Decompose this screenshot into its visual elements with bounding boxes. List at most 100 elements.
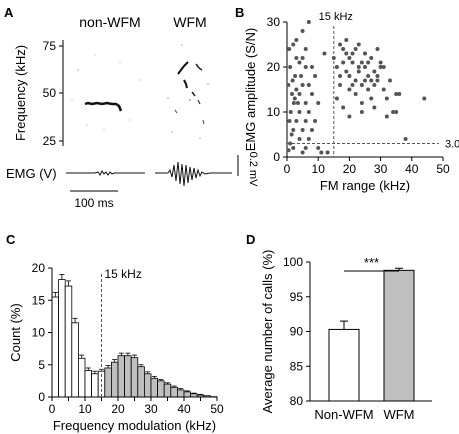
scatter-x-tick-label: 50 (436, 162, 450, 176)
histogram-bar (117, 355, 125, 398)
histogram-x-tick-label: 0 (49, 402, 56, 416)
scatter-point (306, 137, 311, 141)
scatter-ref-x-label: 15 kHz (319, 11, 353, 23)
histogram-bar (170, 386, 178, 398)
scatter-point (347, 87, 352, 92)
histogram-ref-label: 15 kHz (105, 267, 142, 281)
histogram-frequency-modulation: 0 10 20 30 40 50 0 5 10 15 20 15 kHz Frequency modul… (8, 261, 224, 433)
scatter-y-tick-label: 30 (267, 15, 281, 29)
scatter-point (303, 146, 308, 150)
scatter-point (309, 92, 314, 96)
scatter-point (297, 137, 302, 141)
histogram-bar (157, 380, 165, 398)
scatter-point (375, 78, 380, 83)
scatter-point (290, 78, 295, 83)
scatter-point (359, 83, 364, 87)
scatter-point (394, 92, 399, 96)
scatter-y-tick-label: 10 (267, 105, 281, 119)
scatter-point (291, 42, 296, 47)
scatter-point (344, 38, 349, 42)
scatter-point (313, 119, 318, 123)
spectrogram-tick-label: 25 (43, 134, 57, 148)
spectrogram-tick-label: 75 (43, 39, 57, 53)
bar-y-tick-label: 95 (290, 290, 304, 304)
scatter-point (325, 150, 330, 155)
scatter-point (372, 69, 377, 74)
scatter-point (303, 65, 308, 69)
histogram-bar (104, 367, 112, 398)
bar-category-label: Non-WFM (314, 407, 373, 422)
histogram-bar (124, 355, 132, 398)
scatter-point (295, 101, 300, 105)
scatter-point (375, 47, 380, 51)
histogram-y-tick-label: 5 (38, 358, 45, 372)
scatter-point (287, 47, 292, 51)
scatter-x-tick-label: 20 (343, 162, 357, 176)
spectrogram-y-label: Frequency (kHz) (13, 45, 28, 141)
scatter-point (363, 78, 367, 83)
scatter-point (297, 110, 302, 114)
scatter-point (350, 83, 355, 87)
scatter-point (300, 56, 305, 60)
histogram-bar (111, 361, 119, 398)
scatter-point (297, 60, 302, 65)
scatter-point (344, 69, 349, 74)
scatter-point (341, 105, 346, 110)
scatter-point (286, 148, 291, 153)
scatter-point (300, 150, 305, 155)
scatter-point (359, 60, 364, 65)
scatter-point (313, 74, 318, 78)
scatter-point (303, 101, 308, 105)
volt-scale-label: 0.2 mV (247, 152, 259, 188)
wfm-call-trace (167, 44, 209, 139)
scatter-point (334, 96, 339, 101)
scatter-point (363, 51, 367, 56)
scatter-point (422, 96, 427, 101)
bar-chart-average-calls: Non-WFM WFM 80 85 90 95 100 *** Average number o… (260, 250, 432, 422)
histogram-bar (84, 370, 92, 398)
scatter-point (300, 128, 305, 132)
histogram-x-tick-label: 30 (144, 402, 158, 416)
scatter-point (309, 65, 314, 69)
scatter-point (347, 56, 352, 60)
scatter-point (381, 87, 386, 92)
scatter-point (341, 47, 346, 51)
scatter-point (338, 83, 343, 87)
scatter-point (369, 96, 374, 101)
scatter-point (294, 56, 299, 60)
histogram-y-tick-label: 20 (32, 261, 46, 275)
scatter-point (319, 150, 324, 155)
histogram-y-tick-label: 15 (32, 293, 46, 307)
scatter-point (306, 83, 311, 87)
scatter-point (286, 83, 291, 87)
scatter-y-tick-label: 20 (267, 60, 281, 74)
histogram-bar (163, 383, 172, 398)
spectrogram-tick-label: 50 (43, 86, 57, 100)
scatter-point (347, 74, 352, 78)
bar-y-tick-label: 85 (290, 359, 304, 373)
histogram-y-label: Count (%) (8, 303, 23, 362)
histogram-bar (150, 377, 158, 398)
histogram-bar (143, 373, 152, 398)
histogram-bar (78, 357, 86, 398)
scatter-point (316, 101, 321, 105)
scatter-x-tick-label: 30 (374, 162, 388, 176)
panel-b: B 0 10 20 30 40 50 0 10 20 30 15 kHz 3.0 FM range (k… (235, 5, 459, 193)
scatter-y-label: EMG amplitude (S/N) (243, 28, 258, 152)
histogram-bar (64, 285, 73, 398)
scatter-point (391, 110, 396, 114)
scatter-chart-fm-range: 0 10 20 30 40 50 0 10 20 30 15 kHz 3.0 FM range (kHz… (243, 11, 459, 193)
scatter-point (359, 110, 364, 114)
scatter-point (287, 119, 292, 123)
scatter-point (288, 65, 293, 69)
scatter-point (291, 101, 296, 105)
scatter-point (294, 38, 299, 42)
bar-non-wfm (328, 328, 360, 402)
scatter-x-tick-label: 0 (284, 162, 291, 176)
bar-y-tick-label: 90 (290, 325, 304, 339)
scatter-point (306, 110, 311, 114)
scatter-point (394, 110, 399, 114)
scatter-point (294, 119, 299, 123)
scatter-point (293, 74, 298, 78)
scatter-point (297, 92, 302, 96)
